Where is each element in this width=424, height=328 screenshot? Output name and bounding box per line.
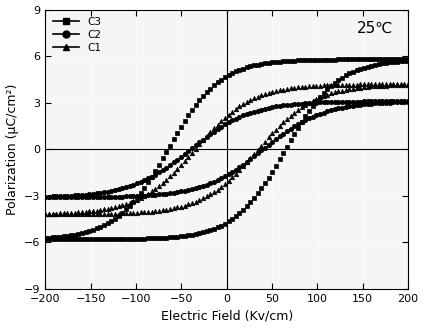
X-axis label: Electric Field (Kv/cm): Electric Field (Kv/cm) — [161, 309, 293, 322]
Text: 25℃: 25℃ — [357, 21, 393, 36]
Y-axis label: Polarization (μC/cm²): Polarization (μC/cm²) — [6, 84, 19, 215]
Legend: C3, C2, C1: C3, C2, C1 — [51, 15, 103, 55]
